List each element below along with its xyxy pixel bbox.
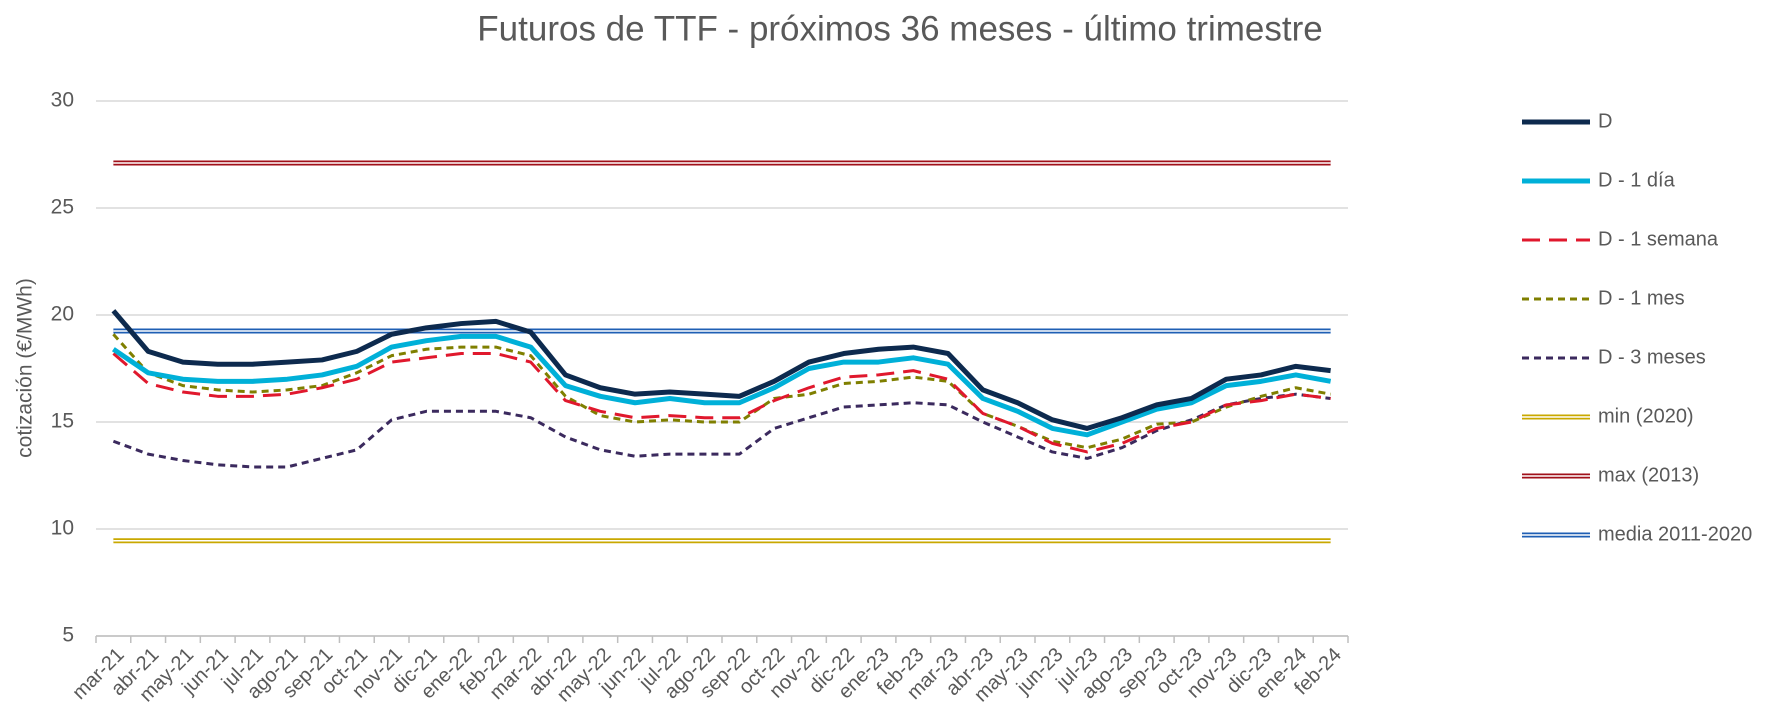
chart-title: Futuros de TTF - próximos 36 meses - últ…	[477, 9, 1322, 48]
legend-label: D - 1 mes	[1598, 287, 1685, 309]
series-line	[112, 352, 1331, 454]
y-tick-label: 5	[62, 624, 74, 647]
y-tick-label: 10	[51, 517, 74, 540]
legend-label: D - 1 semana	[1598, 228, 1719, 250]
y-tick-label: 15	[51, 410, 74, 433]
y-axis-label: cotización (€/MWh)	[14, 278, 37, 458]
y-tick-label: 25	[51, 196, 74, 219]
series-line	[112, 392, 1331, 469]
series-line	[112, 333, 1331, 450]
y-tick-label: 20	[51, 303, 74, 326]
series-line	[111, 333, 1332, 438]
legend-label: D - 1 día	[1598, 169, 1676, 191]
y-tick-label: 30	[51, 89, 74, 112]
legend-label: media 2011-2020	[1598, 523, 1752, 545]
legend-label: min (2020)	[1598, 405, 1694, 427]
legend-label: D	[1598, 110, 1612, 132]
legend-label: D - 3 meses	[1598, 346, 1706, 368]
series-line	[111, 309, 1331, 431]
legend-label: max (2013)	[1598, 464, 1699, 486]
